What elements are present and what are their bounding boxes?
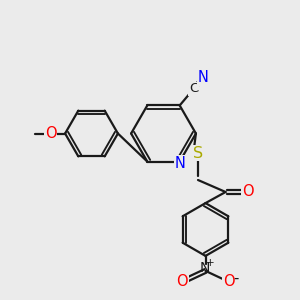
Text: -: - [233,270,239,285]
Text: N: N [174,156,185,171]
Text: N: N [200,261,210,275]
Text: O: O [177,274,188,289]
Text: N: N [198,70,209,85]
Text: O: O [223,274,234,289]
Text: C: C [189,82,198,95]
Text: O: O [242,184,253,200]
Text: O: O [45,126,56,141]
Text: S: S [193,146,203,160]
Text: +: + [206,258,214,268]
